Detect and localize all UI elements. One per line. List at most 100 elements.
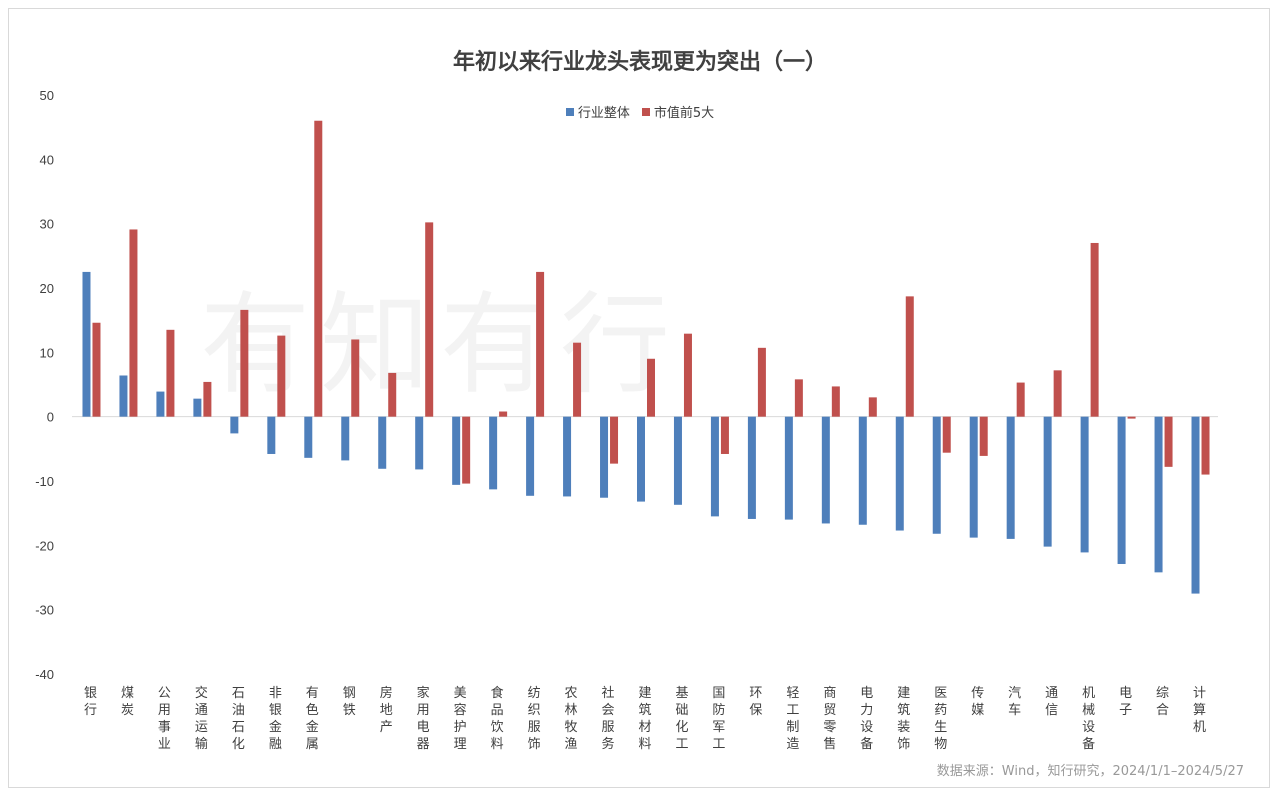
y-tick-label: -30	[35, 603, 54, 618]
bar-industry	[1191, 416, 1200, 594]
bar-industry	[747, 416, 756, 519]
x-tick-label: 电力设备	[860, 686, 873, 752]
bar-top5	[942, 416, 951, 453]
bar-industry	[452, 416, 461, 485]
bar-industry	[193, 398, 202, 417]
bar-industry	[563, 416, 572, 497]
x-tick-label: 通信	[1045, 686, 1058, 718]
bar-top5	[1053, 370, 1062, 417]
x-tick-label: 有色金属	[306, 686, 319, 752]
bar-top5	[905, 296, 914, 417]
bar-top5	[610, 416, 619, 464]
legend-item-top5: 市值前5大	[641, 102, 715, 121]
x-tick-label: 纺织服饰	[528, 686, 541, 752]
x-tick-label: 国防军工	[712, 686, 725, 752]
y-tick-label: 10	[40, 345, 54, 360]
bar-top5	[1164, 416, 1173, 467]
bar-industry	[637, 416, 645, 502]
bar-top5	[166, 329, 175, 417]
bar-top5	[462, 416, 471, 484]
x-tick-label: 传媒	[971, 686, 984, 718]
bar-top5	[92, 322, 101, 417]
x-tick-label: 环保	[749, 686, 762, 718]
x-tick-label: 电子	[1119, 686, 1132, 718]
x-tick-label: 汽车	[1008, 686, 1021, 718]
bar-top5	[351, 339, 360, 417]
bar-industry	[267, 416, 276, 454]
bar-industry	[156, 391, 165, 417]
x-tick-label: 家用电器	[417, 685, 430, 752]
chart-title: 年初以来行业龙头表现更为突出（一）	[452, 50, 827, 75]
bar-industry	[1080, 416, 1089, 553]
y-tick-label: 30	[40, 217, 54, 232]
x-tick-label: 基础化工	[675, 686, 688, 752]
bar-top5	[203, 381, 212, 417]
bar-industry	[1043, 416, 1052, 547]
bar-top5	[314, 120, 323, 417]
legend-label: 行业整体	[577, 106, 630, 121]
bar-top5	[720, 416, 729, 454]
bar-industry	[119, 375, 128, 417]
y-tick-label: 0	[47, 410, 54, 425]
bar-industry	[341, 416, 350, 461]
x-tick-label: 银行	[84, 686, 97, 718]
y-tick-label: -40	[35, 667, 54, 682]
bar-top5	[831, 386, 840, 417]
bar-industry	[969, 416, 978, 538]
x-tick-label: 房地产	[380, 685, 393, 735]
bar-top5	[536, 271, 545, 417]
legend-label: 市值前5大	[653, 106, 715, 121]
bar-industry	[710, 416, 719, 517]
x-tick-label: 计算机	[1193, 686, 1206, 735]
x-tick-label: 石油石化	[232, 686, 245, 752]
x-tick-label: 社会服务	[602, 685, 615, 752]
x-tick-label: 建筑装饰	[897, 686, 910, 752]
legend-item-industry: 行业整体	[565, 102, 630, 121]
bar-top5	[277, 335, 286, 417]
bar-top5	[757, 347, 766, 417]
bar-top5	[1016, 382, 1025, 417]
x-tick-label: 交通运输	[195, 685, 208, 752]
x-tick-label: 美容护理	[454, 686, 467, 752]
bar-industry	[489, 416, 498, 490]
bar-top5	[794, 379, 803, 417]
bar-top5	[647, 358, 655, 417]
bar-industry	[230, 416, 239, 434]
bar-industry	[895, 416, 904, 531]
legend-swatch	[641, 107, 650, 116]
x-tick-label: 建筑材料	[638, 686, 651, 752]
bar-industry	[1117, 416, 1126, 564]
y-tick-label: -10	[35, 474, 54, 489]
bar-top5	[240, 309, 249, 417]
x-tick-label: 钢铁	[343, 686, 356, 718]
bar-top5	[388, 372, 397, 417]
bar-top5	[1090, 242, 1099, 417]
source-note: 数据来源：Wind，知行研究，2024/1/1–2024/5/27	[936, 764, 1244, 779]
bar-industry	[932, 416, 941, 534]
bar-industry	[82, 271, 91, 417]
bar-industry	[600, 416, 609, 498]
legend-swatch	[565, 107, 574, 116]
bar-top5	[979, 416, 988, 456]
x-tick-label: 轻工制造	[786, 686, 799, 752]
bar-top5	[425, 222, 434, 417]
legend: 行业整体 市值前5大	[0, 102, 1280, 121]
x-tick-label: 农林牧渔	[565, 686, 578, 752]
bar-industry	[858, 416, 867, 525]
bar-industry	[784, 416, 793, 520]
bar-top5	[573, 342, 582, 417]
x-tick-label: 煤炭	[121, 686, 134, 718]
x-tick-label: 商贸零售	[823, 686, 836, 752]
bar-industry	[378, 416, 387, 469]
bar-top5	[1127, 416, 1136, 419]
y-tick-label: 40	[40, 152, 54, 167]
y-tick-label: 50	[40, 88, 54, 103]
x-tick-label: 机械设备	[1082, 686, 1095, 752]
bar-industry	[526, 416, 535, 496]
x-tick-label: 公用事业	[158, 686, 171, 752]
bar-top5	[129, 229, 138, 417]
x-tick-label: 综合	[1156, 686, 1169, 718]
bar-industry	[821, 416, 830, 524]
y-tick-label: 20	[40, 281, 54, 296]
